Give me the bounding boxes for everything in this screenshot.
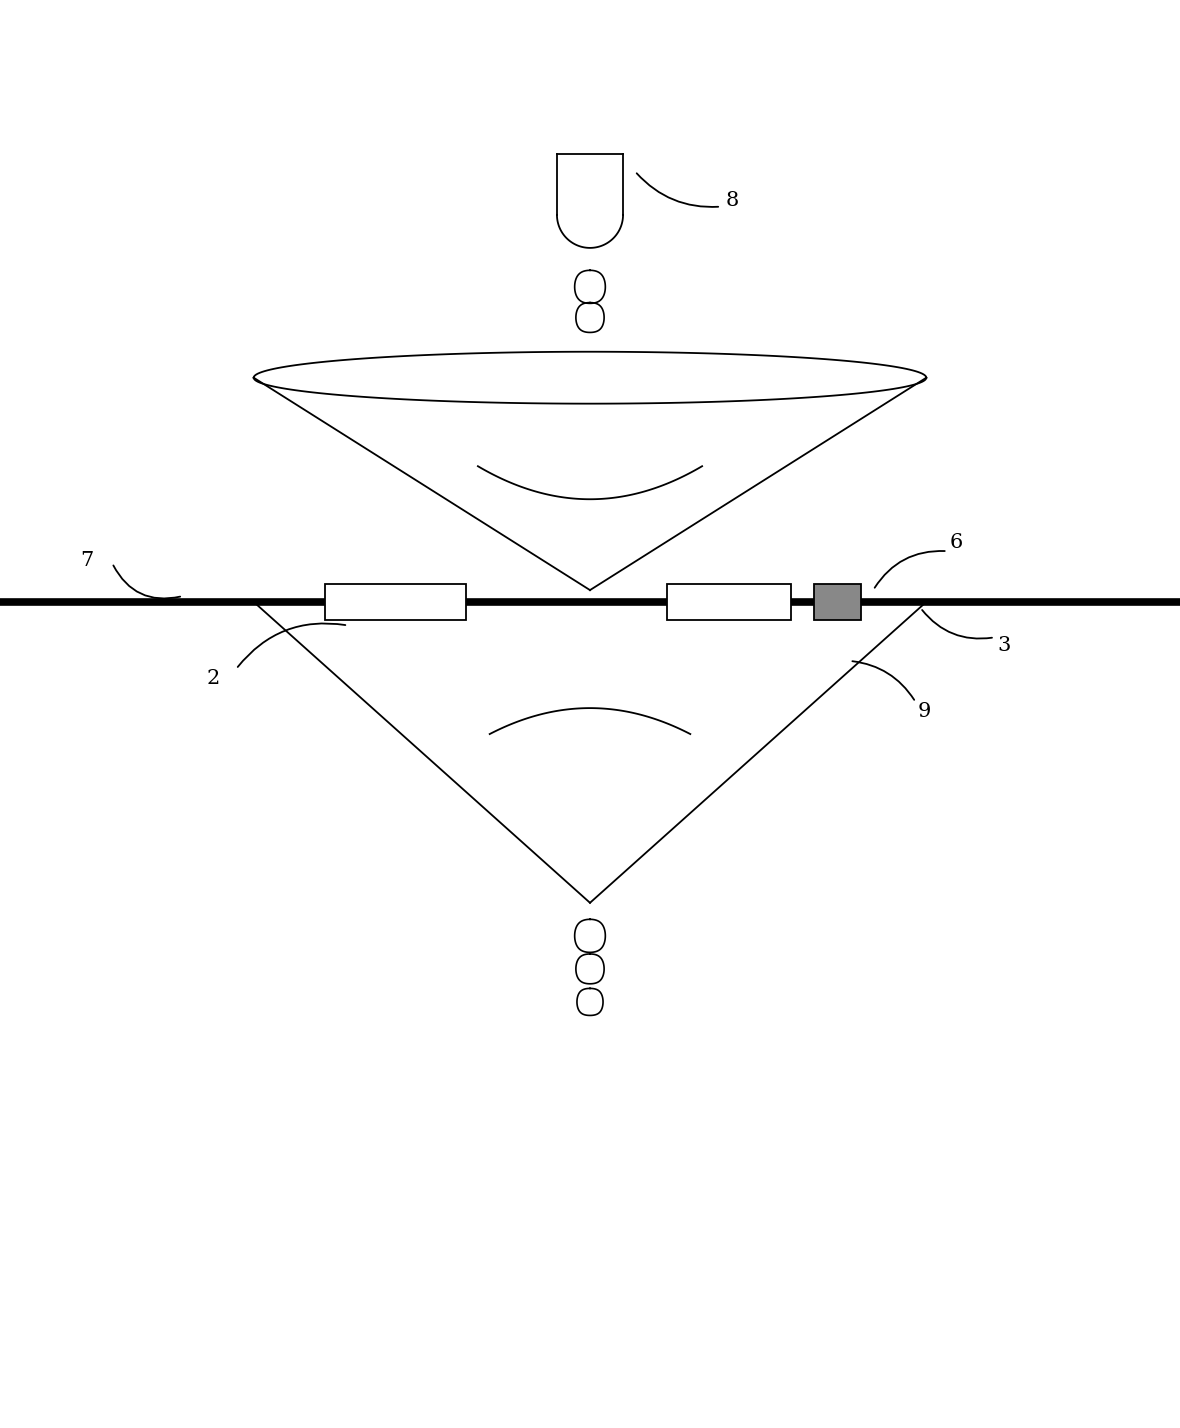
- Text: 7: 7: [80, 551, 93, 570]
- Bar: [814, 584, 861, 620]
- Bar: [667, 584, 791, 620]
- Bar: [324, 584, 466, 620]
- Text: 3: 3: [997, 635, 1010, 655]
- Text: 8: 8: [726, 191, 739, 210]
- Text: 6: 6: [950, 534, 963, 553]
- Text: 9: 9: [918, 703, 931, 721]
- Text: 2: 2: [206, 670, 219, 688]
